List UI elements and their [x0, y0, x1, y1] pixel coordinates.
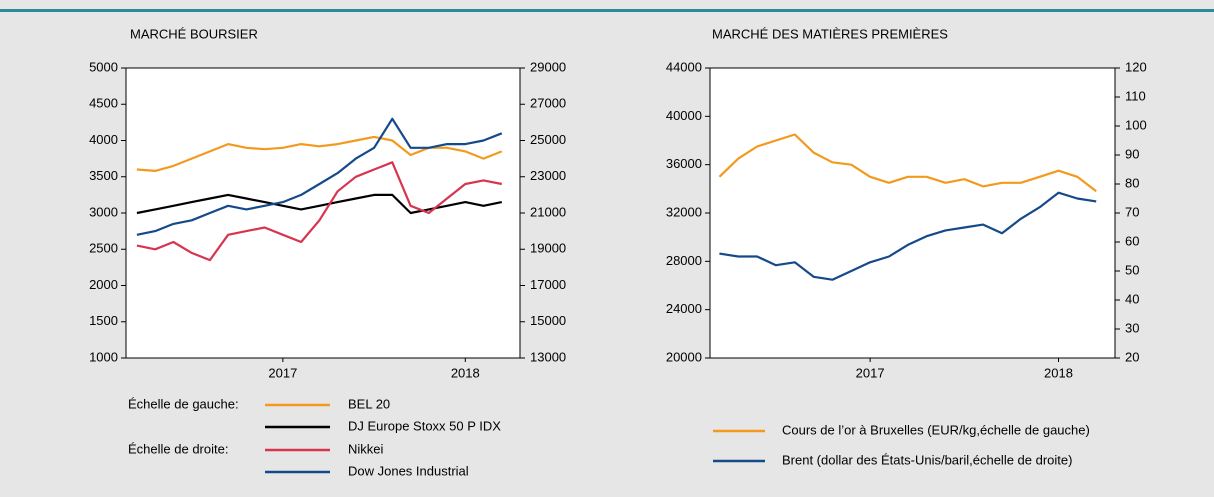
- legend-label: Nikkei: [348, 441, 384, 456]
- plot-frame: [709, 67, 1116, 359]
- chart-title: MARCHÉ BOURSIER: [130, 26, 258, 41]
- y2-tick-label: 90: [1125, 146, 1139, 161]
- y-tick-label: 28000: [666, 253, 702, 268]
- series-line: [719, 191, 1097, 281]
- y2-tick-label: 21000: [530, 204, 566, 219]
- y-tick-label: 4500: [89, 96, 118, 111]
- top-rule: [0, 9, 1214, 12]
- y-tick-label: 3500: [89, 168, 118, 183]
- y-tick-label: 24000: [666, 301, 702, 316]
- y2-tick-label: 17000: [530, 277, 566, 292]
- series-line: [136, 135, 503, 172]
- y2-tick-label: 110: [1125, 88, 1146, 103]
- legend-label: BEL 20: [348, 396, 390, 411]
- legend-label: DJ Europe Stoxx 50 P IDX: [348, 418, 501, 433]
- chart-title: MARCHÉ DES MATIÈRES PREMIÈRES: [712, 26, 948, 41]
- legend-label: Brent (dollar des États-Unis/baril,échel…: [782, 452, 1072, 467]
- series-line: [718, 133, 1097, 193]
- y2-tick-label: 23000: [530, 168, 566, 183]
- y2-tick-label: 40: [1125, 291, 1139, 306]
- x-tick-label: 2018: [451, 365, 480, 380]
- y-tick-label: 1500: [89, 313, 118, 328]
- y2-tick-label: 50: [1125, 262, 1139, 277]
- y2-tick-label: 100: [1125, 117, 1147, 132]
- y-tick-label: 1000: [89, 349, 118, 364]
- y2-tick-label: 15000: [530, 313, 566, 328]
- legend-note: Échelle de gauche:: [128, 396, 239, 411]
- y-tick-label: 36000: [666, 156, 702, 171]
- y-tick-label: 3000: [89, 204, 118, 219]
- x-tick-label: 2017: [268, 365, 297, 380]
- series-line: [136, 117, 503, 236]
- y2-tick-label: 70: [1125, 204, 1139, 219]
- legend-label: Cours de l’or à Bruxelles (EUR/kg,échell…: [782, 422, 1090, 437]
- y-tick-label: 4000: [89, 132, 118, 147]
- y2-tick-label: 19000: [530, 241, 566, 256]
- y-tick-label: 44000: [666, 59, 702, 74]
- y2-tick-label: 20: [1125, 349, 1139, 364]
- y2-tick-label: 80: [1125, 175, 1139, 190]
- legend-note: Échelle de droite:: [128, 441, 228, 456]
- legend-label: Dow Jones Industrial: [348, 463, 469, 478]
- x-tick-label: 2018: [1044, 365, 1073, 380]
- y-tick-label: 20000: [666, 349, 702, 364]
- y-tick-label: 5000: [89, 59, 118, 74]
- series-line: [136, 161, 503, 262]
- y2-tick-label: 120: [1125, 59, 1147, 74]
- y-tick-label: 40000: [666, 108, 702, 123]
- y2-tick-label: 30: [1125, 320, 1139, 335]
- x-tick-label: 2017: [856, 365, 885, 380]
- y2-tick-label: 13000: [530, 349, 566, 364]
- y2-tick-label: 60: [1125, 233, 1139, 248]
- y-tick-label: 2500: [89, 241, 118, 256]
- y2-tick-label: 29000: [530, 59, 566, 74]
- y-tick-label: 32000: [666, 204, 702, 219]
- series-line: [136, 193, 503, 215]
- y2-tick-label: 27000: [530, 96, 566, 111]
- y2-tick-label: 25000: [530, 132, 566, 147]
- y-tick-label: 2000: [89, 277, 118, 292]
